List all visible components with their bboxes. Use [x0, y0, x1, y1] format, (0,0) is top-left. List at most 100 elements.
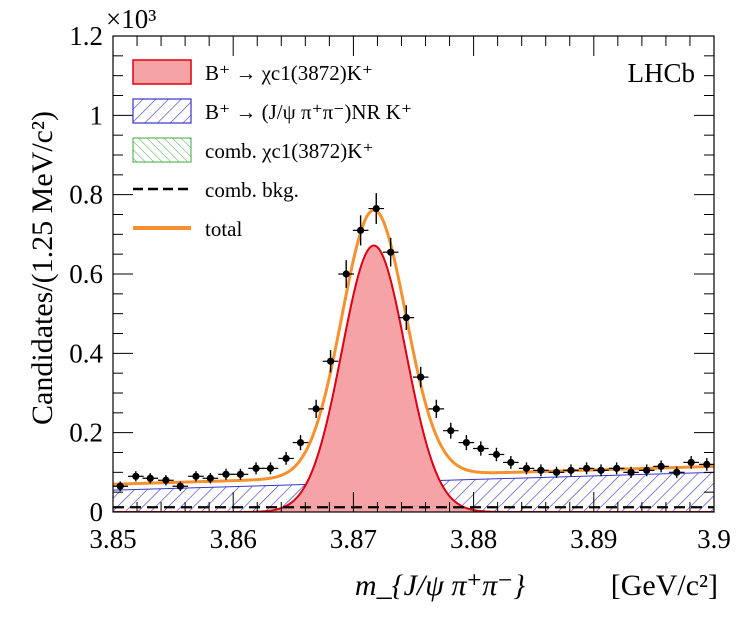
x-tick-label: 3.87 — [330, 524, 377, 554]
data-point-marker — [447, 427, 455, 435]
legend-label: B⁺ → (J/ψ π⁺π⁻)NR K⁺ — [205, 100, 412, 124]
x-axis-unit: [GeV/c²] — [611, 569, 718, 602]
y-tick-label: 1 — [90, 100, 104, 130]
y-tick-label: 0.6 — [69, 259, 103, 289]
data-point-marker — [673, 468, 681, 476]
data-point-marker — [282, 454, 290, 463]
data-point — [112, 481, 129, 491]
x-axis-label: m_{J/ψ π⁺π⁻} — [355, 569, 525, 602]
data-point-marker — [192, 472, 200, 480]
legend-swatch-comb-chic — [132, 137, 192, 163]
legend: B⁺ → χc1(3872)K⁺ B⁺ → (J/ψ π⁺π⁻)NR K⁺ comb… — [132, 59, 412, 241]
y-tick-label: 0.2 — [69, 418, 103, 448]
data-point — [518, 462, 535, 475]
data-point-marker — [162, 476, 170, 484]
data-point — [683, 456, 699, 469]
legend-entry-signal: B⁺ → χc1(3872)K⁺ — [132, 59, 373, 85]
x-tick-label: 3.89 — [570, 524, 617, 554]
data-point-marker — [687, 458, 695, 467]
data-point-marker — [312, 405, 320, 413]
data-point — [698, 458, 715, 471]
data-point-marker — [402, 314, 410, 322]
data-point — [382, 237, 399, 267]
data-point-marker — [236, 470, 245, 478]
data-point-marker — [357, 226, 365, 234]
data-point-marker — [206, 474, 214, 482]
signal-line — [113, 244, 714, 512]
signal-fill — [113, 245, 714, 512]
data-point — [172, 481, 189, 491]
data-point — [593, 464, 609, 477]
data-point-marker — [132, 472, 140, 480]
data-point-marker — [222, 470, 230, 478]
legend-swatch-signal — [132, 59, 192, 85]
data-point — [638, 464, 655, 477]
data-point — [458, 435, 475, 451]
data-point — [472, 441, 489, 456]
data-point-marker — [372, 204, 380, 213]
y-tick-label: 0.4 — [69, 338, 103, 368]
data-point-marker — [492, 450, 501, 459]
data-point — [218, 468, 234, 480]
y-tick-label: 0 — [90, 497, 104, 527]
x-tick-label: 3.88 — [450, 524, 497, 554]
data-point — [503, 456, 519, 469]
data-point-marker — [266, 464, 275, 472]
data-point-marker — [522, 464, 531, 472]
y-multiplier: ×10³ — [106, 4, 156, 34]
data-point — [278, 452, 294, 465]
data-point-marker — [477, 444, 485, 453]
data-point-marker — [176, 482, 184, 490]
data-point — [488, 447, 505, 462]
data-point-marker — [507, 458, 515, 467]
data-point — [442, 422, 459, 439]
data-point — [308, 399, 324, 418]
data-point-marker — [582, 464, 591, 472]
data-point — [352, 215, 369, 246]
data-point-marker — [627, 468, 635, 476]
data-point-marker — [537, 466, 545, 474]
legend-entry-total: total — [133, 217, 242, 241]
legend-label: total — [205, 217, 242, 241]
data-point-marker — [462, 438, 470, 447]
data-point — [623, 466, 639, 478]
data-point-marker — [643, 466, 651, 474]
data-point — [322, 350, 339, 373]
data-point — [653, 460, 669, 473]
data-point-marker — [552, 468, 561, 476]
data-point — [668, 466, 685, 478]
data-point-marker — [252, 464, 260, 472]
data-point — [428, 399, 445, 418]
data-point-marker — [657, 462, 665, 470]
data-point-marker — [146, 474, 154, 482]
data-point — [398, 305, 415, 330]
x-tick-label: 3.86 — [210, 524, 257, 554]
data-point — [158, 475, 174, 486]
data-point-marker — [597, 466, 605, 474]
data-point — [533, 464, 549, 477]
data-point — [338, 260, 355, 288]
data-point — [202, 473, 219, 484]
data-point-marker — [296, 438, 305, 447]
y-tick-label: 1.2 — [69, 21, 103, 51]
data-point — [232, 468, 249, 480]
data-point — [188, 471, 204, 482]
legend-label: B⁺ → χc1(3872)K⁺ — [205, 61, 373, 85]
data-point-marker — [342, 270, 350, 278]
data-point — [128, 471, 144, 482]
legend-label: comb. bkg. — [205, 178, 299, 202]
data-point — [142, 473, 159, 484]
x-tick-label: 3.85 — [89, 524, 136, 554]
data-point — [262, 462, 279, 475]
data-point — [578, 462, 595, 475]
data-point — [248, 462, 264, 475]
data-point-marker — [387, 248, 395, 256]
x-tick-label: 3.9 — [697, 524, 731, 554]
legend-entry-comb_chic: comb. χc1(3872)K⁺ — [132, 137, 374, 163]
legend-entry-nonres: B⁺ → (J/ψ π⁺π⁻)NR K⁺ — [132, 98, 412, 124]
experiment-label: LHCb — [628, 58, 696, 88]
data-point-marker — [326, 357, 335, 365]
data-point — [412, 366, 429, 388]
legend-label: comb. χc1(3872)K⁺ — [205, 139, 374, 163]
